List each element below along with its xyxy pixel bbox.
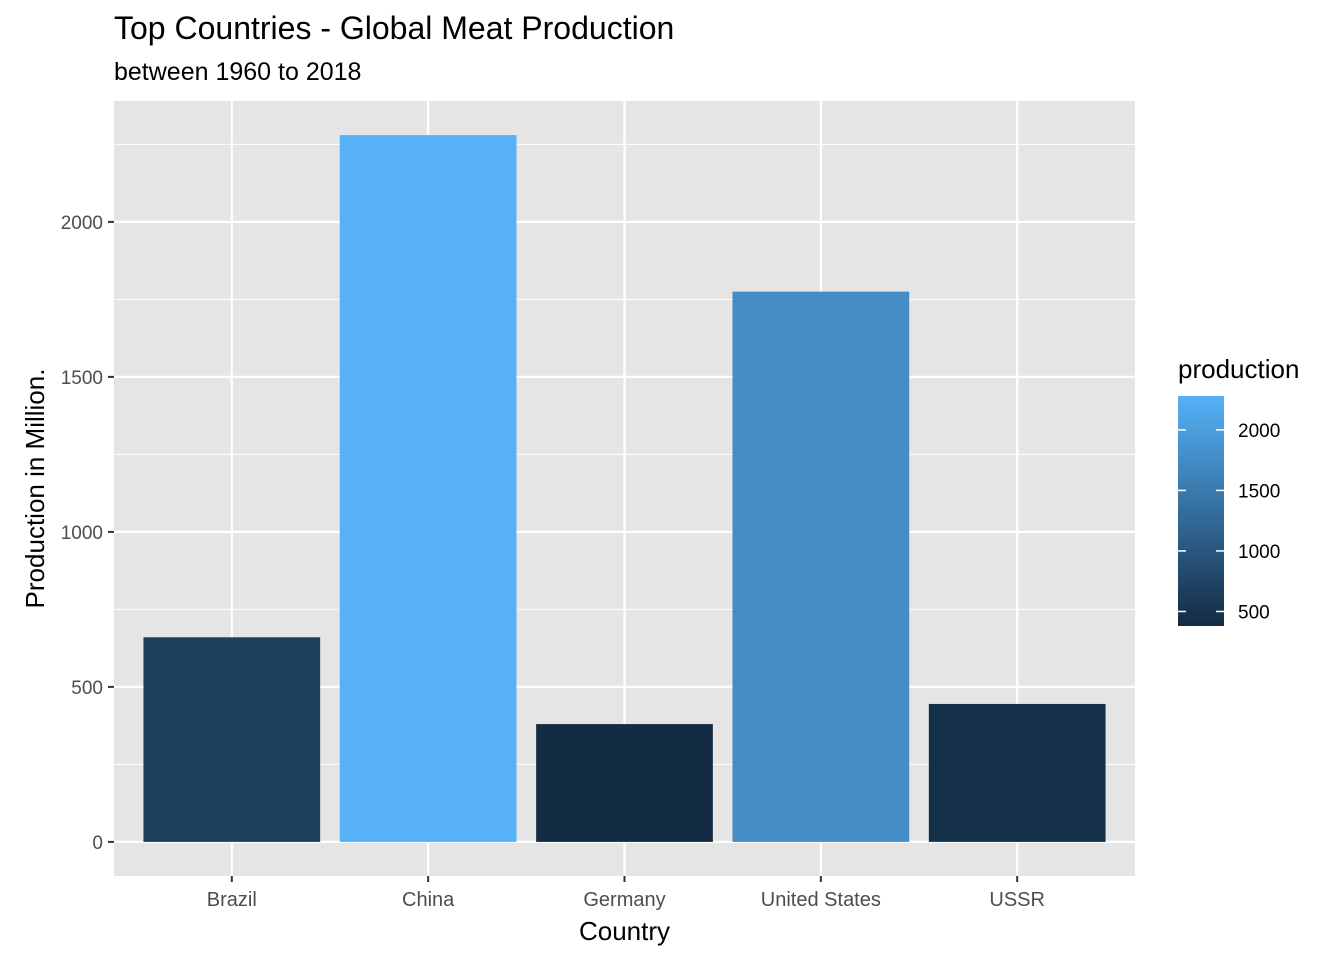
bar-brazil: [143, 637, 321, 842]
chart-subtitle: between 1960 to 2018: [114, 58, 362, 86]
legend-colorbar: [1178, 396, 1224, 626]
legend-tick-label: 500: [1238, 602, 1270, 623]
x-axis: Brazil China Germany United States USSR: [207, 876, 1045, 911]
x-axis-title: Country: [579, 916, 670, 946]
legend-ticks: 500 1000 1500 2000: [1178, 421, 1280, 623]
legend-title: production: [1178, 354, 1299, 384]
bars: [143, 135, 1106, 842]
y-tick-label: 500: [71, 678, 103, 699]
x-tick-label: Germany: [583, 889, 665, 911]
bar-china: [339, 135, 517, 842]
legend-tick-label: 2000: [1238, 421, 1280, 442]
y-tick-label: 2000: [61, 213, 103, 234]
y-tick-label: 1500: [61, 368, 103, 389]
y-axis: 0 500 1000 1500 2000: [61, 213, 114, 854]
legend-tick-label: 1500: [1238, 481, 1280, 502]
bar-united-states: [732, 291, 910, 842]
color-legend: production 500 1000 1500 2000: [1178, 354, 1299, 626]
x-tick-label: USSR: [989, 889, 1045, 911]
x-tick-label: United States: [761, 889, 881, 911]
y-tick-label: 1000: [61, 523, 103, 544]
y-tick-label: 0: [92, 833, 103, 854]
x-tick-label: China: [402, 889, 455, 911]
y-axis-title: Production in Million.: [20, 369, 50, 609]
x-tick-label: Brazil: [207, 889, 257, 911]
bar-ussr: [928, 703, 1106, 842]
chart-title: Top Countries - Global Meat Production: [114, 10, 675, 46]
legend-tick-label: 1000: [1238, 542, 1280, 563]
bar-germany: [536, 724, 713, 842]
